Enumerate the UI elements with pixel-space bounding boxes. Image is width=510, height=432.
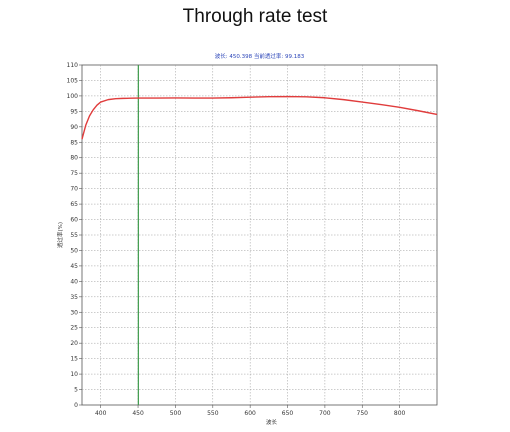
y-tick-label: 80	[70, 155, 78, 162]
y-tick-label: 105	[67, 77, 79, 84]
x-tick-label: 400	[95, 410, 107, 417]
y-tick-label: 75	[70, 170, 78, 177]
y-tick-label: 45	[70, 263, 78, 270]
y-tick-label: 70	[70, 186, 78, 193]
x-tick-label: 650	[282, 410, 294, 417]
y-tick-label: 30	[70, 309, 78, 316]
x-tick-label: 750	[357, 410, 369, 417]
y-tick-label: 15	[70, 356, 78, 363]
y-tick-label: 65	[70, 201, 78, 208]
y-tick-label: 50	[70, 247, 78, 254]
y-tick-label: 10	[70, 371, 78, 378]
x-axis-ticks: 400 450 500 550 600 650 700 750 800	[95, 405, 406, 417]
transmittance-series-line	[81, 95, 438, 140]
y-tick-label: 0	[74, 402, 78, 409]
y-tick-label: 20	[70, 340, 78, 347]
x-tick-label: 450	[132, 410, 144, 417]
y-tick-label: 25	[70, 325, 78, 332]
y-tick-label: 90	[70, 124, 78, 131]
y-tick-label: 95	[70, 108, 78, 115]
x-tick-label: 500	[170, 410, 182, 417]
y-tick-label: 55	[70, 232, 78, 239]
y-tick-label: 100	[67, 93, 79, 100]
x-axis-label: 波长	[266, 418, 278, 426]
y-tick-label: 40	[70, 278, 78, 285]
y-tick-label: 85	[70, 139, 78, 146]
y-tick-label: 110	[67, 62, 79, 69]
cursor-readout: 波长: 450.398 当前透过率: 99.183	[215, 52, 305, 60]
y-tick-label: 35	[70, 294, 78, 301]
x-tick-label: 700	[319, 410, 331, 417]
x-tick-label: 550	[207, 410, 219, 417]
page-title: Through rate test	[182, 6, 328, 27]
y-tick-label: 5	[74, 387, 78, 394]
y-tick-label: 60	[70, 217, 78, 224]
y-axis-ticks: 0 5 10 15 20 25 30 35 40 45 50 55 60 65 70 75 80 85 90 95 10…	[67, 62, 82, 409]
x-tick-label: 600	[244, 410, 256, 417]
y-axis-label: 透过率(%)	[56, 222, 64, 248]
x-tick-label: 800	[394, 410, 406, 417]
